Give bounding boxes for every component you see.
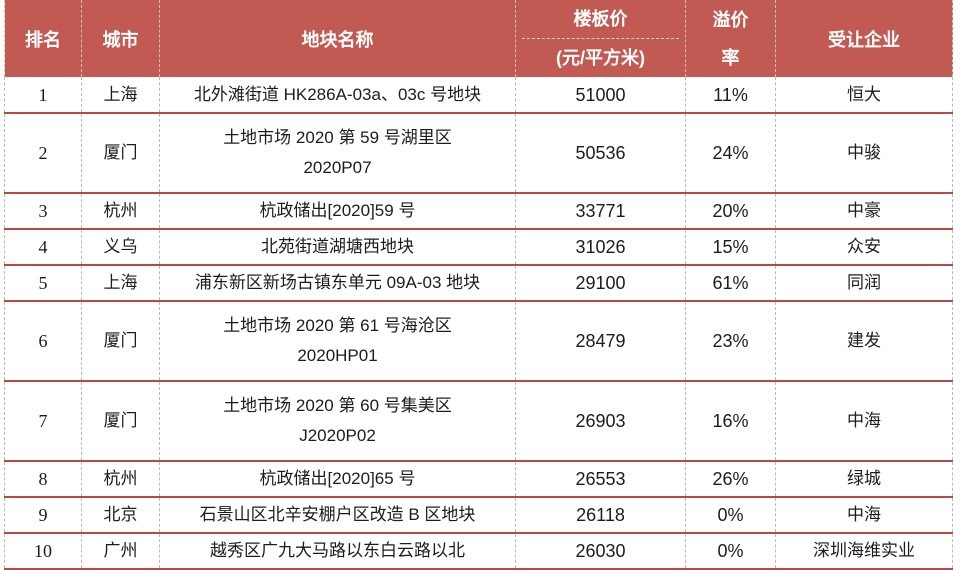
premium-rate-header-line1: 溢价 [712, 9, 749, 30]
cell-premium-rate: 15% [685, 229, 776, 266]
cell-city: 广州 [81, 533, 160, 570]
cell-floor-price: 26118 [515, 497, 686, 534]
column-header-plot-name: 地块名称 [159, 0, 516, 77]
table-row: 9 北京 石景山区北辛安棚户区改造 B 区地块 26118 0% 中海 [4, 497, 953, 534]
cell-city: 杭州 [81, 193, 160, 230]
cell-plot-name: 土地市场 2020 第 59 号湖里区 2020P07 [159, 113, 516, 194]
column-header-floor-price: 楼板价 (元/平方米) [515, 0, 686, 77]
cell-rank: 10 [4, 533, 82, 570]
cell-company: 众安 [775, 229, 953, 266]
column-header-plot-name-label: 地块名称 [301, 29, 374, 50]
table-body: 1 上海 北外滩街道 HK286A-03a、03c 号地块 51000 11% … [4, 77, 953, 570]
cell-company: 建发 [775, 301, 953, 382]
cell-premium-rate: 24% [685, 113, 776, 194]
column-header-city-label: 城市 [102, 29, 139, 50]
cell-company: 恒大 [775, 77, 953, 114]
cell-premium-rate: 61% [685, 265, 776, 302]
column-header-company-label: 受让企业 [828, 29, 900, 50]
floor-price-header-unit: (元/平方米) [556, 48, 645, 68]
table-row: 10 广州 越秀区广九大马路以东白云路以北 26030 0% 深圳海维实业 [4, 533, 953, 570]
header-row: 排名 城市 地块名称 楼板价 (元/平方米) 溢价 率 [4, 0, 953, 77]
cell-plot-name: 北外滩街道 HK286A-03a、03c 号地块 [159, 77, 516, 114]
cell-plot-name: 土地市场 2020 第 61 号海沧区 2020HP01 [159, 301, 516, 382]
premium-rate-header-split: 溢价 率 [692, 1, 769, 77]
cell-plot-name: 土地市场 2020 第 60 号集美区 J2020P02 [159, 381, 516, 462]
cell-city: 北京 [81, 497, 160, 534]
cell-plot-name: 杭政储出[2020]65 号 [159, 461, 516, 498]
cell-plot-name: 浦东新区新场古镇东单元 09A-03 地块 [159, 265, 516, 302]
table-row: 1 上海 北外滩街道 HK286A-03a、03c 号地块 51000 11% … [4, 77, 953, 114]
cell-company: 深圳海维实业 [775, 533, 953, 570]
table-row: 7 厦门 土地市场 2020 第 60 号集美区 J2020P02 26903 … [4, 381, 953, 462]
table-row: 3 杭州 杭政储出[2020]59 号 33771 20% 中豪 [4, 193, 953, 230]
table-row: 2 厦门 土地市场 2020 第 59 号湖里区 2020P07 50536 2… [4, 113, 953, 194]
cell-rank: 5 [4, 265, 82, 302]
cell-floor-price: 31026 [515, 229, 686, 266]
cell-rank: 4 [4, 229, 82, 266]
cell-company: 同润 [775, 265, 953, 302]
table-header: 排名 城市 地块名称 楼板价 (元/平方米) 溢价 率 [4, 0, 953, 77]
cell-premium-rate: 16% [685, 381, 776, 462]
cell-plot-name: 北苑街道湖塘西地块 [159, 229, 516, 266]
cell-company: 绿城 [775, 461, 953, 498]
cell-company: 中豪 [775, 193, 953, 230]
column-header-rank: 排名 [4, 0, 82, 77]
cell-premium-rate: 0% [685, 533, 776, 570]
premium-rate-header-line2: 率 [721, 47, 740, 68]
cell-premium-rate: 26% [685, 461, 776, 498]
table-row: 5 上海 浦东新区新场古镇东单元 09A-03 地块 29100 61% 同润 [4, 265, 953, 302]
cell-rank: 7 [4, 381, 82, 462]
cell-premium-rate: 11% [685, 77, 776, 114]
cell-city: 厦门 [81, 301, 160, 382]
cell-plot-name: 越秀区广九大马路以东白云路以北 [159, 533, 516, 570]
cell-floor-price: 28479 [515, 301, 686, 382]
cell-rank: 8 [4, 461, 82, 498]
cell-rank: 6 [4, 301, 82, 382]
floor-price-header-split: 楼板价 (元/平方米) [522, 1, 679, 77]
column-header-city: 城市 [81, 0, 160, 77]
cell-floor-price: 26553 [515, 461, 686, 498]
cell-floor-price: 51000 [515, 77, 686, 114]
cell-plot-name: 石景山区北辛安棚户区改造 B 区地块 [159, 497, 516, 534]
cell-company: 中骏 [775, 113, 953, 194]
cell-company: 中海 [775, 497, 953, 534]
cell-city: 上海 [81, 77, 160, 114]
land-price-table: 排名 城市 地块名称 楼板价 (元/平方米) 溢价 率 [4, 0, 953, 570]
cell-floor-price: 26030 [515, 533, 686, 570]
cell-rank: 2 [4, 113, 82, 194]
table-row: 4 义乌 北苑街道湖塘西地块 31026 15% 众安 [4, 229, 953, 266]
cell-city: 厦门 [81, 113, 160, 194]
cell-city: 义乌 [81, 229, 160, 266]
column-header-premium-rate: 溢价 率 [685, 0, 776, 77]
floor-price-header-title: 楼板价 [522, 0, 679, 39]
cell-plot-name: 杭政储出[2020]59 号 [159, 193, 516, 230]
cell-floor-price: 29100 [515, 265, 686, 302]
cell-floor-price: 26903 [515, 381, 686, 462]
column-header-company: 受让企业 [775, 0, 953, 77]
cell-city: 厦门 [81, 381, 160, 462]
cell-company: 中海 [775, 381, 953, 462]
cell-floor-price: 33771 [515, 193, 686, 230]
table-row: 8 杭州 杭政储出[2020]65 号 26553 26% 绿城 [4, 461, 953, 498]
cell-floor-price: 50536 [515, 113, 686, 194]
cell-premium-rate: 23% [685, 301, 776, 382]
column-header-rank-label: 排名 [25, 29, 61, 50]
land-price-table-wrap: 排名 城市 地块名称 楼板价 (元/平方米) 溢价 率 [4, 0, 953, 570]
cell-rank: 9 [4, 497, 82, 534]
cell-city: 上海 [81, 265, 160, 302]
table-row: 6 厦门 土地市场 2020 第 61 号海沧区 2020HP01 28479 … [4, 301, 953, 382]
cell-premium-rate: 20% [685, 193, 776, 230]
cell-city: 杭州 [81, 461, 160, 498]
cell-rank: 1 [4, 77, 82, 114]
cell-rank: 3 [4, 193, 82, 230]
cell-premium-rate: 0% [685, 497, 776, 534]
